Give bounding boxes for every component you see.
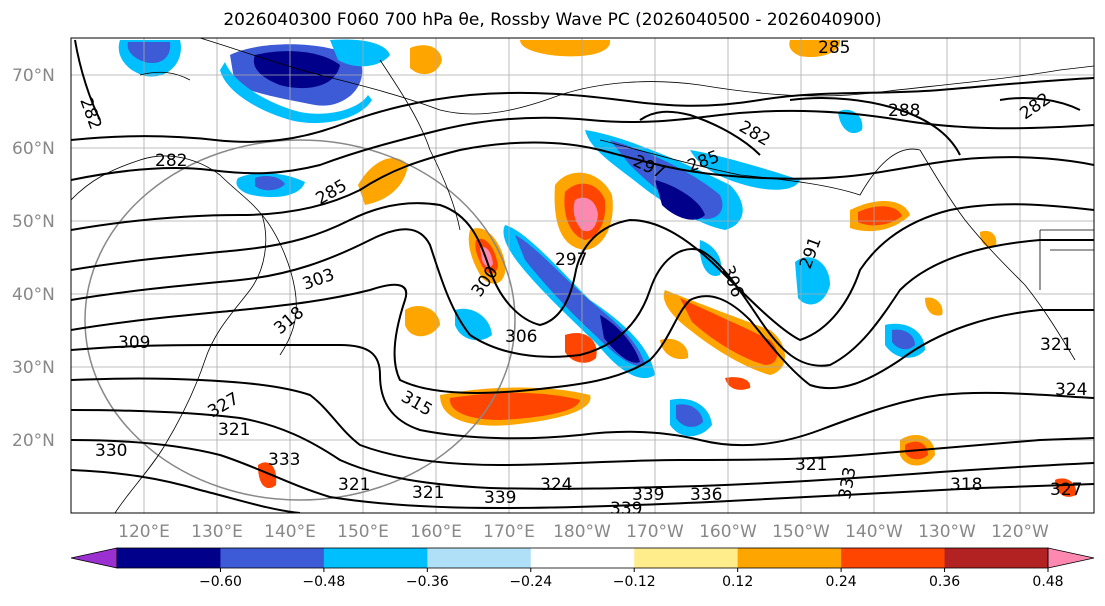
contour-label: 309 [118, 333, 150, 353]
contour-label: 297 [555, 250, 587, 270]
lat-label: 60°N [12, 139, 55, 159]
lon-label: 150°E [337, 522, 389, 542]
colorbar-segment [944, 548, 1049, 568]
anomaly-negative [838, 109, 863, 134]
anomaly-negative [255, 176, 285, 191]
colorbar-tick-label: 0.12 [722, 574, 753, 590]
anomaly-negative [330, 39, 390, 67]
lon-label: 160°W [699, 522, 757, 542]
anomaly-negative [220, 62, 372, 124]
lon-label: 160°E [410, 522, 462, 542]
contour-label: 321 [218, 420, 250, 440]
contour-label: 327 [1050, 480, 1082, 500]
lon-label: 130°E [191, 522, 243, 542]
contour-label: 324 [540, 475, 572, 495]
latitude-labels: 70°N 60°N 50°N 40°N 30°N 20°N [12, 66, 55, 451]
lon-label: 180°W [553, 522, 611, 542]
colorbar-extend-max [1047, 547, 1095, 569]
colorbar-tick-label: −0.12 [613, 574, 656, 590]
colorbar-segment [530, 548, 635, 568]
colorbar-segment [841, 548, 946, 568]
anomaly-negative [690, 150, 800, 190]
colorbar-tick-label: −0.36 [406, 574, 449, 590]
lat-label: 70°N [12, 66, 55, 86]
anomaly-positive [520, 40, 611, 57]
anomaly-positive [660, 338, 689, 360]
lat-label: 50°N [12, 212, 55, 232]
map-background [71, 38, 1094, 513]
anomaly-positive [573, 197, 598, 232]
anomaly-negative [676, 404, 703, 427]
anomaly-negative [892, 329, 915, 350]
lon-label: 140°E [264, 522, 316, 542]
lon-label: 120°W [991, 522, 1049, 542]
colorbar-tick-label: 0.24 [826, 574, 857, 590]
contour-label: 330 [95, 441, 127, 461]
lat-label: 20°N [12, 431, 55, 451]
map-frame [70, 37, 1095, 514]
theta-e-contours [71, 39, 1094, 513]
contour-label: 321 [795, 455, 827, 475]
contour-label: 324 [1055, 380, 1087, 400]
colorbar-segment [220, 548, 325, 568]
anomaly-positive [410, 45, 442, 75]
colorbar-segment [117, 548, 221, 568]
anomaly-positive [725, 377, 751, 390]
anomaly-positive [405, 305, 440, 337]
anomaly-positive [680, 298, 778, 365]
coastlines [71, 38, 1094, 513]
colorbar-segment [323, 548, 428, 568]
colorbar-segment [634, 548, 739, 568]
contour-label: 339 [484, 488, 516, 508]
anomaly-positive [449, 392, 580, 420]
colorbar-tick-label: −0.48 [302, 574, 345, 590]
colorbar-segment [427, 548, 532, 568]
contour-label: 333 [268, 450, 300, 470]
anomaly-positive [1055, 478, 1077, 497]
lon-label: 120°E [118, 522, 170, 542]
anomaly-negative [455, 308, 492, 341]
contour-label: 339 [632, 485, 664, 505]
colorbar-extend-min [70, 547, 118, 569]
anomaly-negative [795, 257, 830, 305]
anomaly-negative [655, 180, 705, 220]
anomaly-positive [258, 462, 277, 489]
contour-label: 339 [610, 499, 642, 519]
colorbar-tick-label: −0.24 [509, 574, 552, 590]
lat-label: 40°N [12, 285, 55, 305]
anomaly-negative [253, 51, 340, 89]
contour-label: 321 [338, 475, 370, 495]
colorbar-tick-label: −0.60 [199, 574, 242, 590]
anomaly-positive [925, 297, 943, 316]
anomaly-positive [858, 206, 902, 226]
lat-label: 30°N [12, 358, 55, 378]
lon-label: 140°W [845, 522, 903, 542]
colorbar-segment [737, 548, 842, 568]
figure-title: 2026040300 F060 700 hPa θe, Rossby Wave … [223, 10, 882, 30]
grey-great-circle [84, 139, 516, 501]
contour-label: 282 [155, 151, 187, 171]
longitude-labels: 120°E 130°E 140°E 150°E 160°E 170°E 180°… [118, 522, 1049, 542]
contour-label: 288 [888, 101, 920, 121]
lon-label: 130°W [918, 522, 976, 542]
colorbar-tick-label: 0.48 [1032, 574, 1063, 590]
contour-label: 285 [818, 38, 850, 58]
contour-label: 336 [690, 485, 722, 505]
colorbar: −0.60 −0.48 −0.36 −0.24 −0.12 0.12 0.24 0.36 0.4… [70, 547, 1095, 590]
lon-label: 170°W [626, 522, 684, 542]
lon-label: 150°W [772, 522, 830, 542]
contour-label: 318 [950, 475, 982, 495]
anomaly-negative [127, 42, 171, 64]
anomaly-positive [789, 40, 841, 58]
colorbar-outline [116, 547, 1049, 569]
anomaly-positive [980, 230, 997, 247]
colorbar-tick-label: 0.36 [929, 574, 960, 590]
anomaly-negative [600, 315, 640, 363]
contour-label: 321 [412, 483, 444, 503]
lon-label: 170°E [483, 522, 535, 542]
contour-label-layer: 282 282 285 285 288 282 282 285 297 297 … [75, 38, 1087, 519]
contour-label: 306 [505, 327, 537, 347]
contour-label: 321 [1040, 335, 1072, 355]
